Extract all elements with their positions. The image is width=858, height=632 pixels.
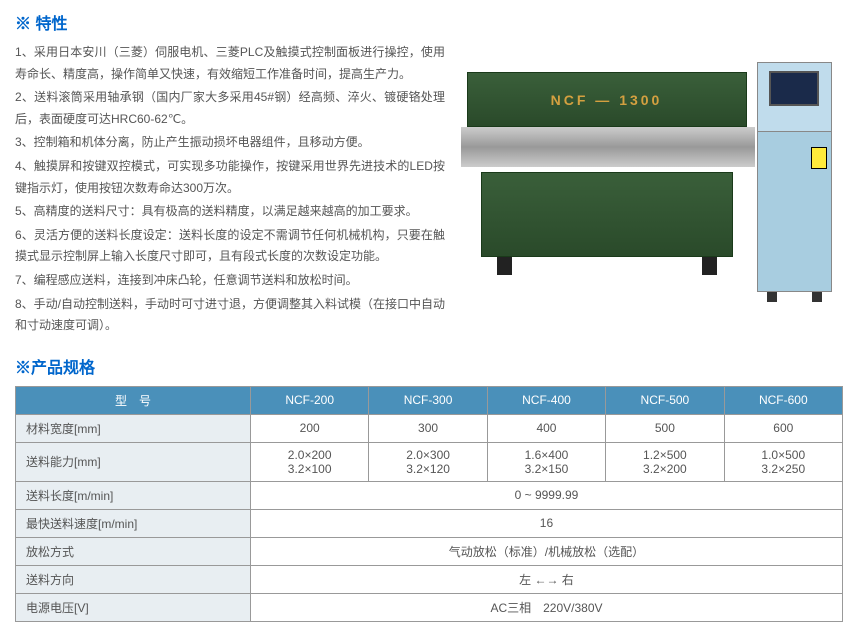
cell: AC三相 220V/380V	[250, 593, 842, 621]
features-list: 1、采用日本安川（三菱）伺服电机、三菱PLC及触摸式控制面板进行操控，使用寿命长…	[15, 42, 445, 339]
feature-item: 1、采用日本安川（三菱）伺服电机、三菱PLC及触摸式控制面板进行操控，使用寿命长…	[15, 42, 445, 85]
machine-label: NCF — 1300	[467, 72, 747, 127]
feature-item: 5、高精度的送料尺寸：具有极高的送料精度，以满足越来越高的加工要求。	[15, 201, 445, 223]
foot	[497, 257, 512, 275]
machine-roller	[461, 127, 755, 167]
model-col: NCF-400	[487, 386, 605, 414]
spec-section: ※产品规格 型 号 NCF-200 NCF-300 NCF-400 NCF-50…	[15, 354, 843, 622]
foot	[812, 292, 822, 302]
cell: 0 ~ 9999.99	[250, 481, 842, 509]
cell: 600	[724, 414, 842, 442]
machine-base	[481, 172, 733, 257]
row-label: 放松方式	[16, 537, 251, 565]
row-label: 送料能力[mm]	[16, 442, 251, 481]
spec-table: 型 号 NCF-200 NCF-300 NCF-400 NCF-500 NCF-…	[15, 386, 843, 622]
feature-item: 3、控制箱和机体分离，防止产生振动损坏电器组件，且移动方便。	[15, 132, 445, 154]
cell: 200	[250, 414, 368, 442]
row-label: 送料方向	[16, 565, 251, 593]
table-row: 送料方向 左 ←→ 右	[16, 565, 843, 593]
header-model: 型 号	[16, 386, 251, 414]
foot	[767, 292, 777, 302]
table-row: 最快送料速度[m/min] 16	[16, 509, 843, 537]
feature-item: 2、送料滚筒采用轴承钢（国内厂家大多采用45#钢）经高频、淬火、镀硬铬处理后，表…	[15, 87, 445, 130]
cell: 500	[606, 414, 724, 442]
table-row: 材料宽度[mm] 200 300 400 500 600	[16, 414, 843, 442]
cell: 16	[250, 509, 842, 537]
control-body	[757, 132, 832, 292]
row-label: 送料长度[m/min]	[16, 481, 251, 509]
feature-item: 7、编程感应送料，连接到冲床凸轮，任意调节送料和放松时间。	[15, 270, 445, 292]
feature-item: 8、手动/自动控制送料，手动时可寸进寸退，方便调整其入料试模（在接口中自动和寸动…	[15, 294, 445, 337]
machine-feet	[467, 257, 747, 275]
specs-title: ※产品规格	[15, 354, 843, 378]
features-title: ※ 特性	[15, 10, 843, 34]
control-box-illustration	[757, 62, 832, 302]
table-row: 电源电压[V] AC三相 220V/380V	[16, 593, 843, 621]
table-row: 放松方式 气动放松（标准）/机械放松（选配）	[16, 537, 843, 565]
row-label: 电源电压[V]	[16, 593, 251, 621]
feature-item: 4、触摸屏和按键双控模式，可实现多功能操作，按键采用世界先进技术的LED按键指示…	[15, 156, 445, 199]
model-col: NCF-600	[724, 386, 842, 414]
machine-illustration: NCF — 1300	[467, 72, 747, 272]
warning-icon	[811, 147, 827, 169]
model-col: NCF-200	[250, 386, 368, 414]
model-col: NCF-500	[606, 386, 724, 414]
cell: 1.2×5003.2×200	[606, 442, 724, 481]
cell: 2.0×2003.2×100	[250, 442, 368, 481]
table-row: 送料长度[m/min] 0 ~ 9999.99	[16, 481, 843, 509]
cell: 300	[369, 414, 487, 442]
model-col: NCF-300	[369, 386, 487, 414]
cell: 1.6×4003.2×150	[487, 442, 605, 481]
control-feet	[757, 292, 832, 302]
row-label: 最快送料速度[m/min]	[16, 509, 251, 537]
cell: 气动放松（标准）/机械放松（选配）	[250, 537, 842, 565]
foot	[702, 257, 717, 275]
feature-item: 6、灵活方便的送料长度设定：送料长度的设定不需调节任何机械机构，只要在触摸式显示…	[15, 225, 445, 268]
table-row: 送料能力[mm] 2.0×2003.2×100 2.0×3003.2×120 1…	[16, 442, 843, 481]
cell: 1.0×5003.2×250	[724, 442, 842, 481]
row-label: 材料宽度[mm]	[16, 414, 251, 442]
table-header-row: 型 号 NCF-200 NCF-300 NCF-400 NCF-500 NCF-…	[16, 386, 843, 414]
content-row: 1、采用日本安川（三菱）伺服电机、三菱PLC及触摸式控制面板进行操控，使用寿命长…	[15, 42, 843, 339]
control-panel	[757, 62, 832, 132]
cell: 2.0×3003.2×120	[369, 442, 487, 481]
cell: 左 ←→ 右	[250, 565, 842, 593]
cell: 400	[487, 414, 605, 442]
product-image: NCF — 1300	[455, 42, 843, 339]
control-screen	[769, 71, 819, 106]
